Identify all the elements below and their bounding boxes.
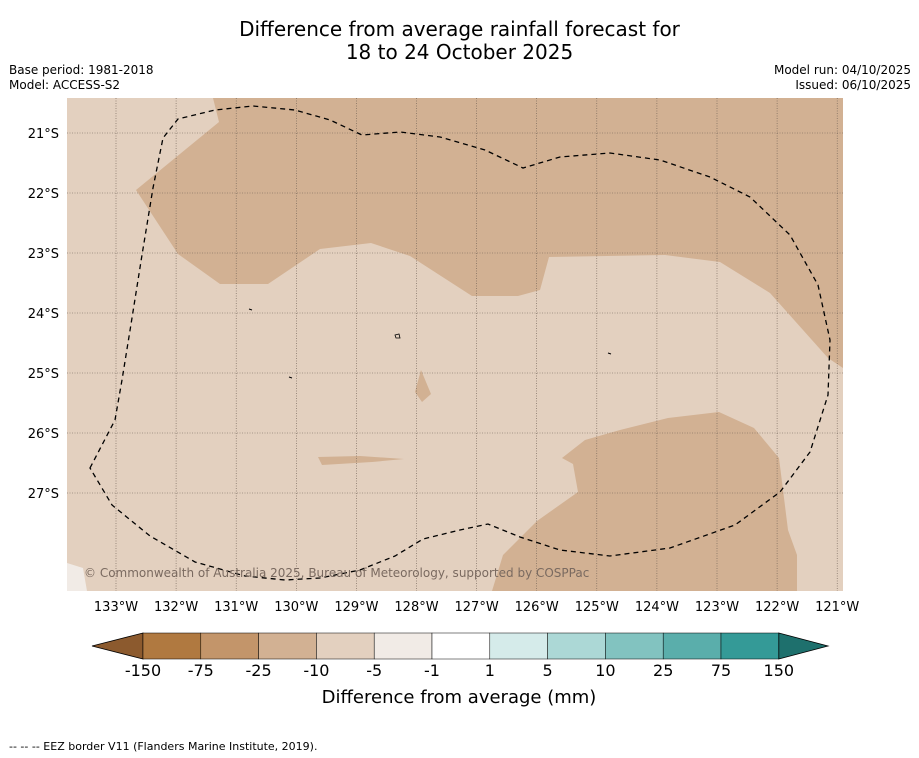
colorbar-tick-label: 25 [653,661,673,680]
dry-region-southeast [492,412,797,591]
lat-label: 22°S [28,187,59,202]
latitude-labels: 21°S 22°S 23°S 24°S 25°S 26°S 27°S [28,127,59,502]
lat-label: 27°S [28,487,59,502]
lon-label: 132°W [154,600,198,615]
lon-label: 130°W [274,600,318,615]
dry-patch-south [318,456,404,465]
colorbar-tick-label: -75 [188,661,214,680]
title-line-2: 18 to 24 October 2025 [345,40,574,64]
map-title: Difference from average rainfall forecas… [0,18,919,64]
colorbar-segment [200,632,259,660]
near-zero-corner [67,563,87,591]
meta-left: Base period: 1981-2018 Model: ACCESS-S2 [9,63,154,93]
lon-label: 129°W [334,600,378,615]
colorbar-segment [547,632,606,660]
lon-label: 133°W [94,600,138,615]
lon-label: 128°W [394,600,438,615]
map-fill-layer [67,98,843,591]
colorbar-segment [373,632,433,660]
colorbar-tick-label: -1 [424,661,440,680]
eez-enclave-2 [248,308,253,311]
lat-label: 25°S [28,367,59,382]
colorbar-tick-label: -25 [246,661,272,680]
lat-label: 24°S [28,307,59,322]
colorbar-tick-label: -5 [366,661,382,680]
colorbar-extend-low [91,632,144,660]
colorbar-segment [431,632,491,660]
meta-right: Model run: 04/10/2025 Issued: 06/10/2025 [774,63,911,93]
model-name: Model: ACCESS-S2 [9,78,121,92]
issued-date: Issued: 06/10/2025 [795,78,911,92]
lon-label: 122°W [755,600,799,615]
rainfall-map: 21°S22°S23°S24°S25°S26°S27°S 133°W 132°W 1… [28,98,860,708]
lon-label: 121°W [815,600,859,615]
lon-label: 123°W [695,600,739,615]
lat-label: 21°S [28,127,59,142]
colorbar-segment [142,632,202,660]
colorbar-legend: -150 -75 -25 -10 -5 -1 1 5 10 25 75 150 [91,632,830,680]
colorbar-tick-label: 1 [485,661,495,680]
colorbar-tick-label: 5 [543,661,553,680]
colorbar-tick-label: -10 [303,661,329,680]
title-line-1: Difference from average rainfall forecas… [239,17,680,41]
colorbar-segment [489,632,548,660]
dry-region-north [136,98,843,368]
lon-label: 125°W [575,600,619,615]
lon-label: 127°W [455,600,499,615]
colorbar-tick-label: 75 [711,661,731,680]
colorbar-tick-label: 10 [595,661,615,680]
lon-label: 124°W [635,600,679,615]
copyright-notice: © Commonwealth of Australia 2025, Bureau… [84,566,589,580]
colorbar-segment [605,632,664,660]
eez-enclave-4 [607,352,612,355]
base-period: Base period: 1981-2018 [9,63,154,77]
lat-label: 26°S [28,427,59,442]
model-run: Model run: 04/10/2025 [773,63,911,77]
eez-border [89,105,831,581]
lon-label: 126°W [515,600,559,615]
eez-enclave-1 [394,333,401,339]
colorbar-extend-high [778,632,830,660]
colorbar-tick-label: -150 [125,661,161,680]
longitude-labels: 133°W 132°W 131°W 130°W 129°W 128°W 127°W 126°W… [94,600,860,615]
dry-patch-centre [415,370,431,402]
colorbar-segment [662,632,722,660]
graticule [67,98,843,591]
legend-title: Difference from average (mm) [322,687,597,708]
eez-enclave-3 [288,376,293,379]
lat-label: 23°S [28,247,59,262]
eez-footnote: -- -- -- EEZ border V11 (Flanders Marine… [9,740,318,753]
lon-label: 131°W [214,600,258,615]
colorbar-segment [258,632,317,660]
colorbar-tick-label: 150 [764,661,795,680]
colorbar-segment [316,632,375,660]
colorbar-segment [720,632,780,660]
